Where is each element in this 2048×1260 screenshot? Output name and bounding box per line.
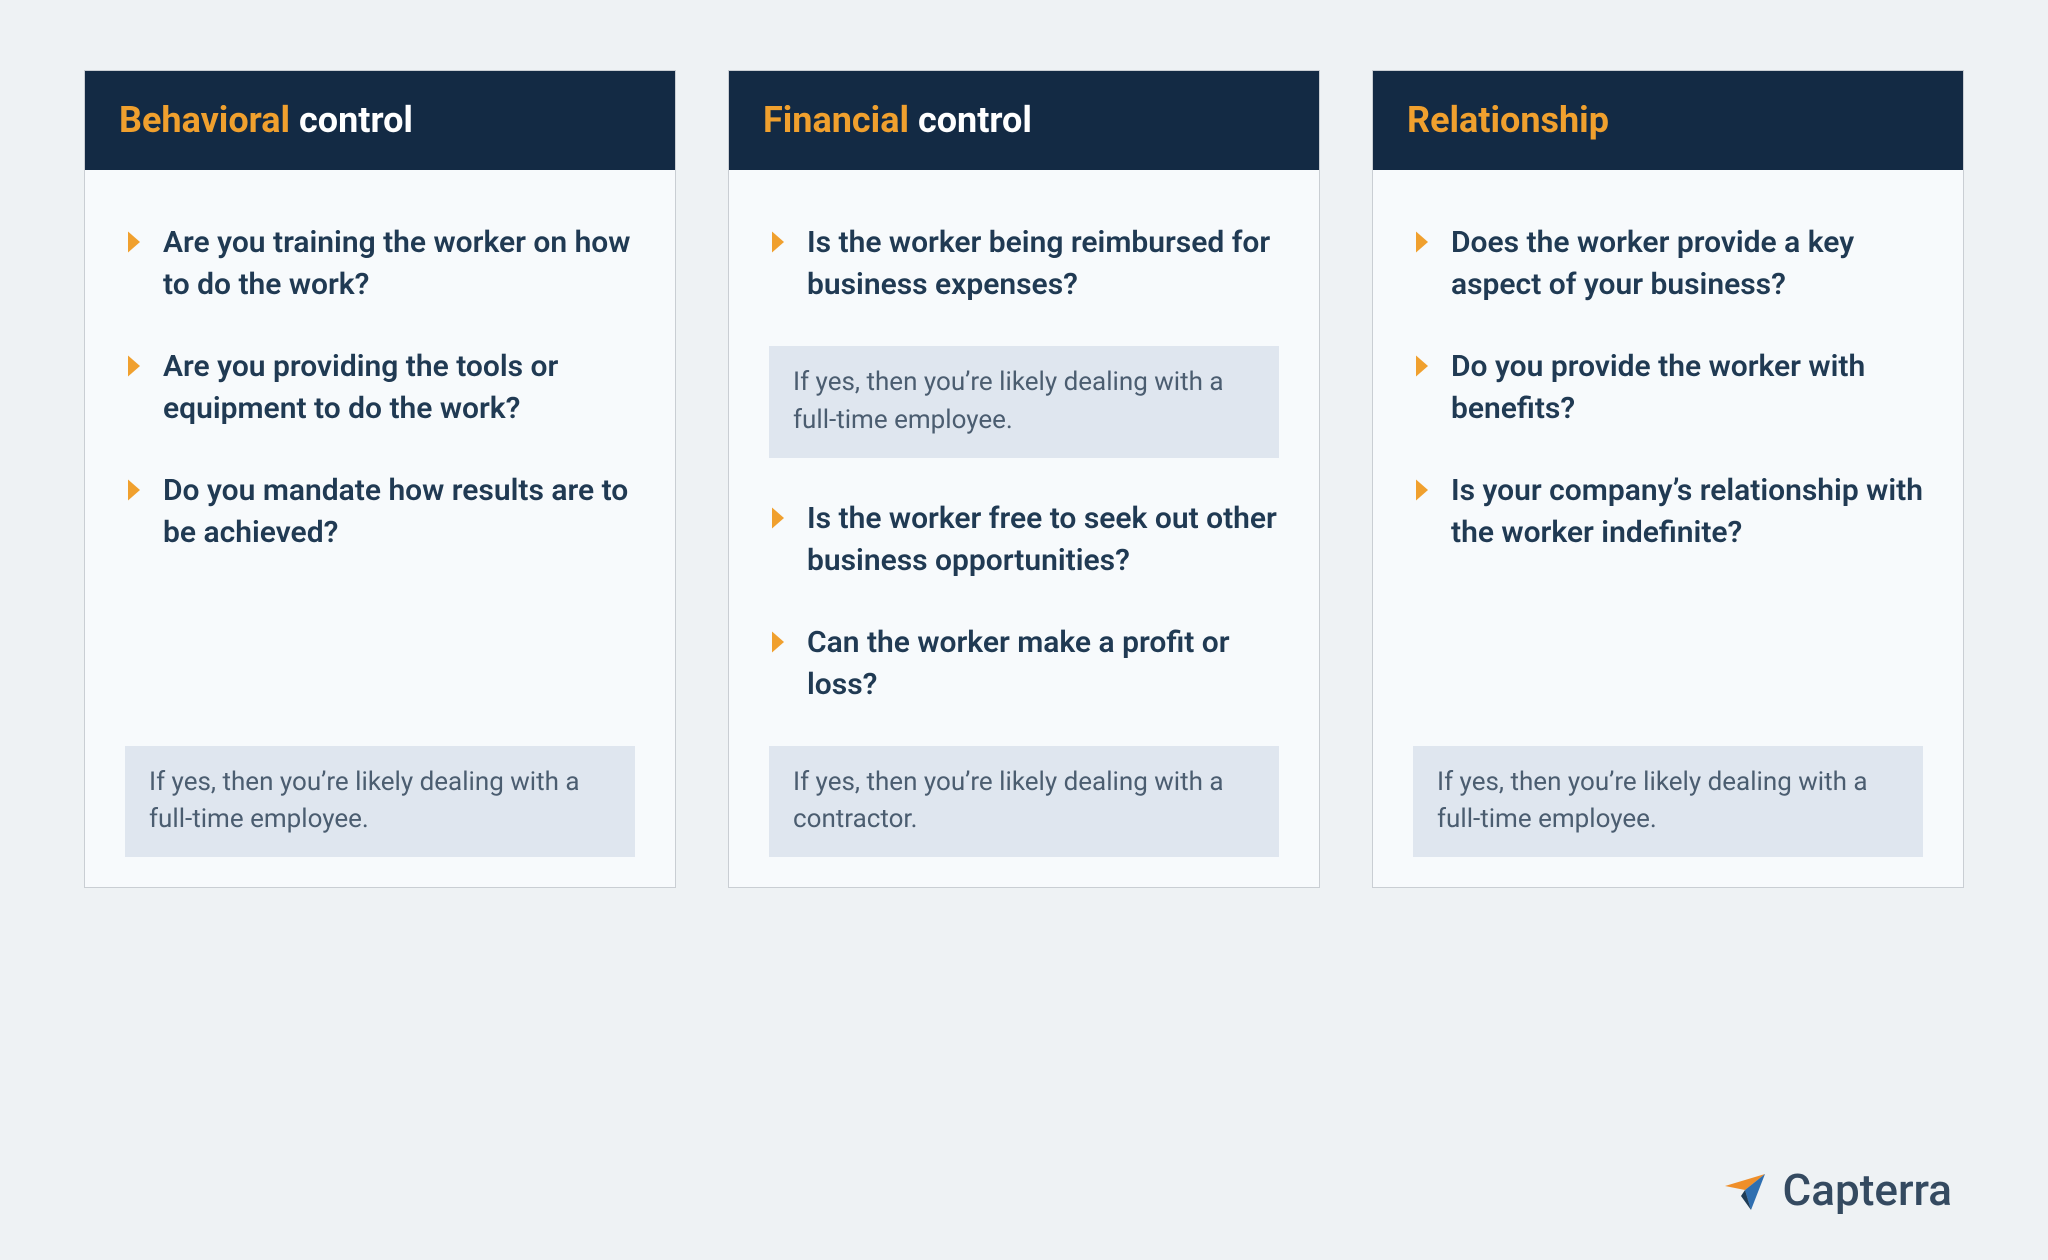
question-text: Do you mandate how results are to be ach… xyxy=(163,470,635,554)
card-body: Are you training the worker on how to do… xyxy=(85,170,675,887)
card-title-accent: Financial xyxy=(763,99,909,141)
question-text: Does the worker provide a key aspect of … xyxy=(1451,222,1923,306)
card-header: Financial control xyxy=(729,71,1319,170)
card-behavioral: Behavioral control Are you training the … xyxy=(84,70,676,888)
capterra-logo: Capterra xyxy=(1721,1164,1952,1216)
capterra-logo-icon xyxy=(1721,1166,1769,1214)
question-text: Are you providing the tools or equipment… xyxy=(163,346,635,430)
card-body: Does the worker provide a key aspect of … xyxy=(1373,170,1963,887)
result-note: If yes, then you’re likely dealing with … xyxy=(125,746,635,857)
question-item: Do you provide the worker with benefits? xyxy=(1413,346,1923,430)
bullet-arrow-icon xyxy=(1413,478,1431,506)
inline-note-item: If yes, then you’re likely dealing with … xyxy=(769,346,1279,457)
card-title-rest: control xyxy=(909,99,1032,141)
question-list: Is the worker being reimbursed for busin… xyxy=(769,222,1279,745)
bullet-arrow-icon xyxy=(769,630,787,658)
question-text: Can the worker make a profit or loss? xyxy=(807,622,1279,706)
question-text: Is your company’s relationship with the … xyxy=(1451,470,1923,554)
question-list: Are you training the worker on how to do… xyxy=(125,222,635,745)
card-header: Relationship xyxy=(1373,71,1963,170)
question-item: Do you mandate how results are to be ach… xyxy=(125,470,635,554)
question-text: Is the worker free to seek out other bus… xyxy=(807,498,1279,582)
question-item: Is the worker being reimbursed for busin… xyxy=(769,222,1279,306)
bullet-arrow-icon xyxy=(769,230,787,258)
question-text: Is the worker being reimbursed for busin… xyxy=(807,222,1279,306)
bullet-arrow-icon xyxy=(125,478,143,506)
card-header: Behavioral control xyxy=(85,71,675,170)
result-note-inline: If yes, then you’re likely dealing with … xyxy=(769,346,1279,457)
card-title-accent: Relationship xyxy=(1407,99,1609,141)
bullet-arrow-icon xyxy=(125,230,143,258)
question-item: Are you providing the tools or equipment… xyxy=(125,346,635,430)
question-text: Do you provide the worker with benefits? xyxy=(1451,346,1923,430)
question-item: Is your company’s relationship with the … xyxy=(1413,470,1923,554)
bullet-arrow-icon xyxy=(769,506,787,534)
cards-row: Behavioral control Are you training the … xyxy=(84,70,1964,888)
card-relationship: Relationship Does the worker provide a k… xyxy=(1372,70,1964,888)
bullet-arrow-icon xyxy=(1413,354,1431,382)
question-item: Are you training the worker on how to do… xyxy=(125,222,635,306)
card-financial: Financial control Is the worker being re… xyxy=(728,70,1320,888)
card-title-accent: Behavioral xyxy=(119,99,290,141)
card-title-rest: control xyxy=(290,99,413,141)
result-note: If yes, then you’re likely dealing with … xyxy=(769,746,1279,857)
bullet-arrow-icon xyxy=(125,354,143,382)
bullet-arrow-icon xyxy=(1413,230,1431,258)
capterra-logo-text: Capterra xyxy=(1783,1164,1952,1216)
card-body: Is the worker being reimbursed for busin… xyxy=(729,170,1319,887)
question-text: Are you training the worker on how to do… xyxy=(163,222,635,306)
question-item: Can the worker make a profit or loss? xyxy=(769,622,1279,706)
question-list: Does the worker provide a key aspect of … xyxy=(1413,222,1923,745)
result-note: If yes, then you’re likely dealing with … xyxy=(1413,746,1923,857)
question-item: Does the worker provide a key aspect of … xyxy=(1413,222,1923,306)
question-item: Is the worker free to seek out other bus… xyxy=(769,498,1279,582)
